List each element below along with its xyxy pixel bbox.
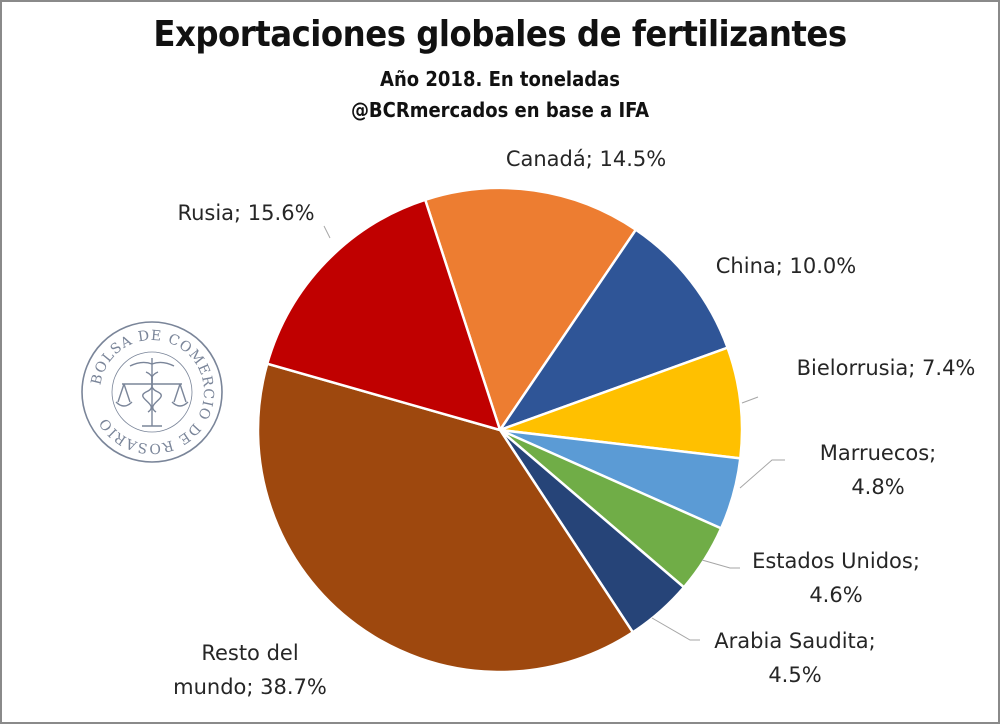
leader-line [651,617,700,641]
bcr-seal-logo: BOLSA DE COMERCIO DE ROSARIO [81,321,223,463]
leader-line [739,459,785,489]
pie-slice-canad- [423,186,638,433]
slice-label-rusia: Rusia; 15.6% [177,201,314,225]
slice-labels: Canadá; 14.5% China; 10.0% Bielorrusia; 7.… [173,147,975,699]
slice-label-marruecos: Marruecos; 4.8% [820,441,937,499]
slice-label-bielorrusia: Bielorrusia; 7.4% [797,356,976,380]
slice-label-estados-unidos: Estados Unidos; 4.6% [752,549,920,607]
chart-subtitle: Año 2018. En toneladas [380,67,620,91]
leader-lines [323,225,785,641]
slice-label-resto-del-mundo: Resto del mundo; 38.7% [173,641,327,699]
pie-slice-bielorrusia [499,346,744,460]
pie-slice-resto-del-mundo [256,362,635,674]
chart-source: @BCRmercados en base a IFA [350,98,650,122]
chart-title: Exportaciones globales de fertilizantes [153,14,847,55]
leader-line [741,396,759,404]
pie-slice-china [496,227,730,433]
leader-line [323,225,331,239]
pie-slices [256,186,744,674]
leader-line [701,559,740,569]
slice-label-arabia-saudita: Arabia Saudita; 4.5% [714,629,875,687]
caduceus-scales-icon [115,358,189,427]
pie-slice-rusia [265,198,502,432]
slice-label-china: China; 10.0% [716,254,856,278]
slice-label-canad-: Canadá; 14.5% [506,147,666,171]
